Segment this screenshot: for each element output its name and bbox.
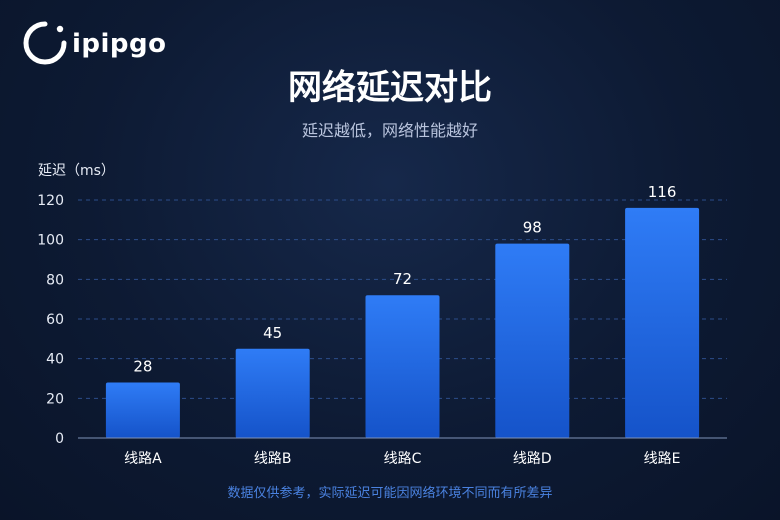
bar [365, 295, 440, 438]
y-tick-label: 20 [46, 391, 64, 407]
data-labels: 28 45 72 98 116 [133, 183, 676, 376]
chart-title: 网络延迟对比 [288, 68, 492, 108]
y-axis-ticks: 0 20 40 60 80 100 120 [37, 193, 64, 447]
bar [105, 382, 180, 438]
bar [625, 207, 700, 438]
bar-value-label: 116 [648, 183, 677, 201]
ipipgo-logo-icon [23, 21, 67, 65]
y-axis-label: 延迟（ms） [38, 163, 115, 179]
x-category-label: 线路C [384, 451, 422, 467]
x-category-label: 线路B [254, 451, 292, 467]
chart-subtitle: 延迟越低，网络性能越好 [301, 121, 478, 140]
brand-logo-text: ipipgo [72, 29, 167, 59]
bar-value-label: 98 [523, 219, 542, 237]
brand-logo: ipipgo [22, 20, 167, 66]
bars [105, 207, 700, 438]
footnote: 数据仅供参考，实际延迟可能因网络环境不同而有所差异 [227, 486, 553, 501]
y-tick-label: 80 [46, 272, 64, 288]
bar [235, 348, 310, 438]
x-category-label: 线路D [513, 451, 552, 467]
bar-value-label: 72 [393, 270, 412, 288]
bar-value-label: 45 [263, 324, 282, 342]
x-category-label: 线路A [124, 451, 162, 467]
y-tick-label: 120 [37, 193, 64, 209]
y-tick-label: 0 [55, 431, 64, 447]
y-tick-label: 100 [37, 233, 64, 249]
y-tick-label: 60 [46, 312, 64, 328]
x-axis-categories: 线路A 线路B 线路C 线路D 线路E [124, 451, 680, 467]
x-category-label: 线路E [644, 451, 681, 467]
bar-value-label: 28 [133, 357, 152, 375]
y-tick-label: 40 [46, 352, 64, 368]
bar [495, 243, 570, 438]
